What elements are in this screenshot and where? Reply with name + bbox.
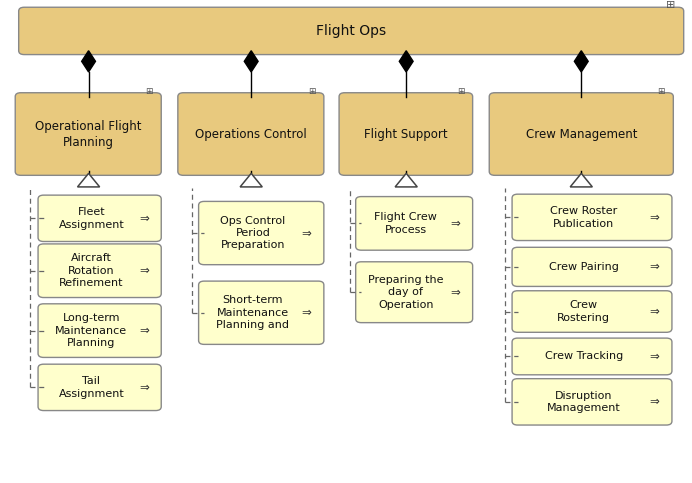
- FancyBboxPatch shape: [356, 197, 473, 250]
- FancyBboxPatch shape: [178, 93, 324, 175]
- Text: ⇒: ⇒: [650, 211, 659, 224]
- FancyBboxPatch shape: [512, 194, 672, 241]
- Text: ⊞: ⊞: [657, 86, 665, 96]
- FancyBboxPatch shape: [512, 291, 672, 332]
- Text: ⇒: ⇒: [650, 350, 659, 363]
- Polygon shape: [82, 51, 95, 72]
- FancyBboxPatch shape: [19, 7, 684, 55]
- Polygon shape: [570, 173, 592, 187]
- Text: Flight Ops: Flight Ops: [316, 24, 386, 38]
- Polygon shape: [574, 51, 588, 72]
- FancyBboxPatch shape: [199, 201, 324, 265]
- Polygon shape: [395, 173, 417, 187]
- Text: ⇒: ⇒: [139, 381, 149, 394]
- Text: ⊞: ⊞: [666, 0, 675, 10]
- Polygon shape: [240, 173, 262, 187]
- Text: ⇒: ⇒: [650, 305, 659, 318]
- Text: ⇒: ⇒: [139, 324, 149, 337]
- Text: ⇒: ⇒: [139, 264, 149, 277]
- FancyBboxPatch shape: [38, 195, 161, 242]
- Polygon shape: [78, 173, 100, 187]
- Polygon shape: [244, 51, 258, 72]
- Text: Crew Tracking: Crew Tracking: [545, 352, 623, 361]
- Text: ⊞: ⊞: [457, 86, 464, 96]
- Text: Operations Control: Operations Control: [195, 128, 307, 141]
- FancyBboxPatch shape: [199, 281, 324, 344]
- Text: Crew Management: Crew Management: [525, 128, 637, 141]
- Text: ⇒: ⇒: [139, 212, 149, 225]
- FancyBboxPatch shape: [512, 338, 672, 375]
- FancyBboxPatch shape: [356, 262, 473, 323]
- Text: Crew Roster
Publication: Crew Roster Publication: [550, 206, 617, 228]
- FancyBboxPatch shape: [38, 244, 161, 298]
- Text: ⇒: ⇒: [302, 227, 311, 240]
- FancyBboxPatch shape: [339, 93, 473, 175]
- Text: ⇒: ⇒: [450, 286, 460, 298]
- Text: ⊞: ⊞: [308, 86, 316, 96]
- Text: Long-term
Maintenance
Planning: Long-term Maintenance Planning: [55, 313, 127, 348]
- Text: Fleet
Assignment: Fleet Assignment: [58, 207, 125, 229]
- Text: Aircraft
Rotation
Refinement: Aircraft Rotation Refinement: [59, 253, 124, 288]
- Text: Flight Support: Flight Support: [364, 128, 448, 141]
- FancyBboxPatch shape: [489, 93, 673, 175]
- Polygon shape: [399, 51, 413, 72]
- Text: Flight Crew
Process: Flight Crew Process: [374, 212, 437, 235]
- Text: Short-term
Maintenance
Planning and: Short-term Maintenance Planning and: [217, 295, 289, 330]
- Text: Operational Flight
Planning: Operational Flight Planning: [35, 119, 141, 149]
- Text: Crew
Rostering: Crew Rostering: [557, 300, 610, 323]
- Text: Ops Control
Period
Preparation: Ops Control Period Preparation: [220, 215, 286, 251]
- Text: ⇒: ⇒: [650, 260, 659, 273]
- Text: ⇒: ⇒: [302, 306, 311, 319]
- FancyBboxPatch shape: [512, 247, 672, 286]
- Text: ⇒: ⇒: [450, 217, 460, 230]
- Text: Crew Pairing: Crew Pairing: [549, 262, 619, 272]
- FancyBboxPatch shape: [38, 364, 161, 411]
- Text: Tail
Assignment: Tail Assignment: [58, 376, 125, 398]
- Text: ⇒: ⇒: [650, 396, 659, 408]
- FancyBboxPatch shape: [15, 93, 161, 175]
- Text: ⊞: ⊞: [145, 86, 153, 96]
- Text: Preparing the
day of
Operation: Preparing the day of Operation: [368, 275, 444, 310]
- FancyBboxPatch shape: [38, 304, 161, 357]
- FancyBboxPatch shape: [512, 379, 672, 425]
- Text: Disruption
Management: Disruption Management: [547, 391, 621, 413]
